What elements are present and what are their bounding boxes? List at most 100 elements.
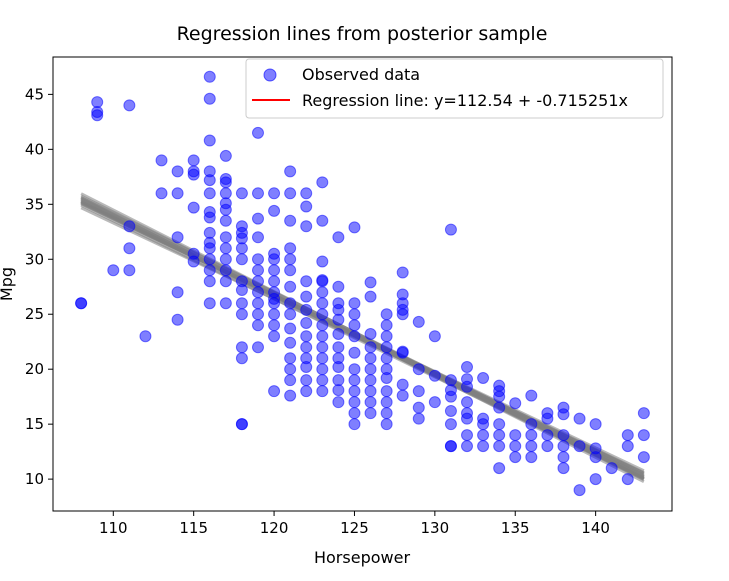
data-point-63 xyxy=(235,352,248,365)
data-point-117 xyxy=(300,374,313,387)
data-point-68 xyxy=(251,212,264,225)
data-point-10 xyxy=(139,330,152,343)
data-point-119 xyxy=(316,176,329,189)
data-point-164 xyxy=(364,374,377,387)
data-point-106 xyxy=(300,187,313,200)
data-point-210 xyxy=(461,429,474,442)
data-point-26 xyxy=(203,134,216,147)
observed-points xyxy=(75,70,650,497)
y-axis: 10 15 20 25 30 35 40 45 xyxy=(25,85,53,488)
data-point-162 xyxy=(364,352,377,365)
data-point-41 xyxy=(219,176,232,189)
legend-box xyxy=(245,58,664,119)
data-point-203 xyxy=(444,440,457,453)
data-point-116 xyxy=(300,360,313,373)
data-point-17 xyxy=(171,313,184,326)
data-point-121 xyxy=(316,255,329,268)
data-point-246 xyxy=(573,484,586,497)
data-point-89 xyxy=(268,330,281,343)
data-point-187 xyxy=(396,389,409,402)
data-point-11 xyxy=(155,154,168,167)
data-point-220 xyxy=(493,401,506,414)
data-point-178 xyxy=(380,418,393,431)
x-tick-label-3: 125 xyxy=(340,519,369,537)
data-point-171 xyxy=(380,341,393,354)
data-point-247 xyxy=(589,418,602,431)
data-point-196 xyxy=(444,223,457,236)
data-point-71 xyxy=(251,264,264,277)
data-point-52 xyxy=(235,187,248,200)
data-point-74 xyxy=(251,297,264,310)
data-point-166 xyxy=(364,396,377,409)
y-tick-label-5: 35 xyxy=(25,195,44,213)
data-point-45 xyxy=(219,214,232,227)
data-point-38 xyxy=(203,297,216,310)
data-point-212 xyxy=(477,371,490,384)
data-point-111 xyxy=(300,303,313,316)
data-point-118 xyxy=(300,385,313,398)
data-point-93 xyxy=(284,214,297,227)
data-point-55 xyxy=(235,232,248,245)
data-point-194 xyxy=(428,369,441,382)
data-point-155 xyxy=(348,396,361,409)
x-tick-label-4: 130 xyxy=(421,519,450,537)
y-tick-label-6: 40 xyxy=(25,140,44,158)
data-point-105 xyxy=(284,389,297,402)
x-axis-label: Horsepower xyxy=(314,548,410,567)
data-point-12 xyxy=(155,187,168,200)
data-point-20 xyxy=(187,168,200,181)
data-point-188 xyxy=(412,315,425,328)
data-point-228 xyxy=(509,451,522,464)
data-point-91 xyxy=(284,165,297,178)
data-point-13 xyxy=(171,165,184,178)
data-point-15 xyxy=(171,231,184,244)
data-point-131 xyxy=(316,363,329,376)
data-point-3 xyxy=(91,105,104,118)
data-point-150 xyxy=(348,330,361,343)
data-point-235 xyxy=(541,412,554,425)
data-point-51 xyxy=(219,297,232,310)
data-point-129 xyxy=(316,341,329,354)
data-point-125 xyxy=(316,297,329,310)
data-point-257 xyxy=(637,451,650,464)
data-point-154 xyxy=(348,385,361,398)
data-point-149 xyxy=(348,319,361,332)
data-point-104 xyxy=(284,374,297,387)
data-point-240 xyxy=(557,429,570,442)
data-point-103 xyxy=(284,363,297,376)
y-tick-label-4: 30 xyxy=(25,250,44,268)
data-point-57 xyxy=(235,253,248,266)
data-point-139 xyxy=(332,328,345,341)
data-point-4 xyxy=(91,96,104,109)
data-point-160 xyxy=(364,328,377,341)
data-point-44 xyxy=(219,203,232,216)
y-tick-label-0: 10 xyxy=(25,470,44,488)
data-point-255 xyxy=(637,407,650,420)
data-point-18 xyxy=(187,154,200,167)
y-tick-label-7: 45 xyxy=(25,85,44,103)
data-point-175 xyxy=(380,385,393,398)
data-point-214 xyxy=(477,418,490,431)
data-point-81 xyxy=(268,253,281,266)
data-point-192 xyxy=(412,412,425,425)
legend: Observed data Regression line: y=112.54 … xyxy=(245,58,664,119)
data-point-170 xyxy=(380,330,393,343)
data-point-46 xyxy=(219,231,232,244)
data-point-73 xyxy=(251,286,264,299)
data-point-224 xyxy=(493,462,506,475)
data-point-225 xyxy=(509,397,522,410)
data-point-86 xyxy=(268,297,281,310)
data-point-134 xyxy=(332,231,345,244)
data-point-179 xyxy=(396,266,409,279)
data-point-189 xyxy=(412,363,425,376)
x-axis: 110 115 120 125 130 135 140 xyxy=(99,511,610,537)
data-point-253 xyxy=(621,440,634,453)
data-point-254 xyxy=(621,473,634,486)
data-point-9 xyxy=(123,264,136,277)
data-point-207 xyxy=(461,396,474,409)
data-point-36 xyxy=(203,264,216,277)
data-point-158 xyxy=(364,276,377,289)
data-point-50 xyxy=(219,275,232,288)
data-point-251 xyxy=(605,462,618,475)
data-point-1 xyxy=(75,297,88,310)
